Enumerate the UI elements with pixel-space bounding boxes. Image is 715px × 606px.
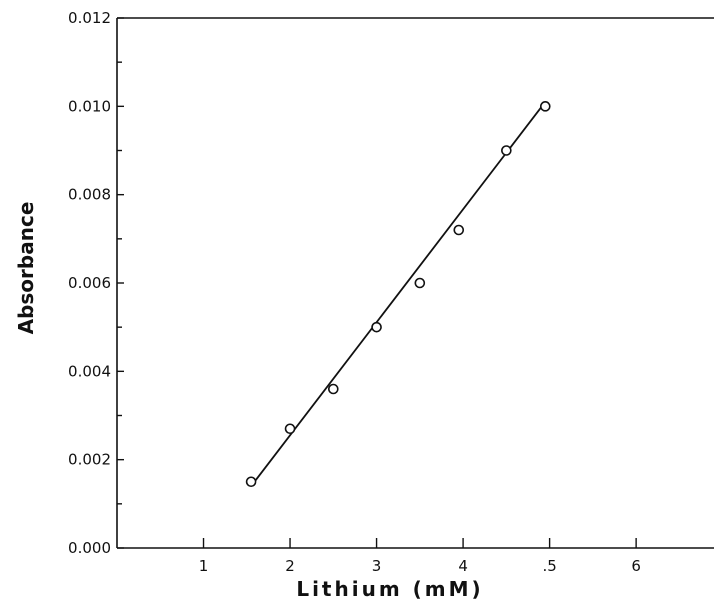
x-tick-label: 1 <box>199 557 209 575</box>
y-tick-label: 0.008 <box>68 186 111 204</box>
y-ticks: 0.000 0.002 0.004 0.006 0.008 0.010 0.012 <box>68 9 124 557</box>
x-tick-label: 6 <box>631 557 641 575</box>
x-axis-title: Lithium (mM) <box>296 577 483 601</box>
data-point <box>371 321 382 333</box>
data-point <box>501 145 512 156</box>
y-tick-label: 0.012 <box>68 9 111 27</box>
y-tick-label: 0.002 <box>68 451 111 469</box>
data-point <box>414 277 426 289</box>
y-tick-label: 0.006 <box>68 274 111 292</box>
x-tick-label: 3 <box>372 557 382 575</box>
data-point <box>284 423 296 435</box>
y-tick-label: 0.004 <box>68 362 111 380</box>
x-tick-label: .5 <box>542 557 556 575</box>
x-ticks: 1 2 3 4 .5 6 <box>199 538 641 575</box>
data-point <box>539 101 551 112</box>
data-point <box>453 224 465 236</box>
y-tick-label: 0.010 <box>68 97 111 115</box>
data-point <box>328 383 339 395</box>
fit-line <box>250 101 546 487</box>
y-axis-title: Absorbance <box>14 202 38 335</box>
x-tick-label: 2 <box>285 557 295 575</box>
fit-line-group <box>250 101 546 487</box>
data-point <box>245 476 257 488</box>
data-points <box>245 101 551 488</box>
x-tick-label: 4 <box>458 557 468 575</box>
y-tick-label: 0.000 <box>68 539 111 557</box>
